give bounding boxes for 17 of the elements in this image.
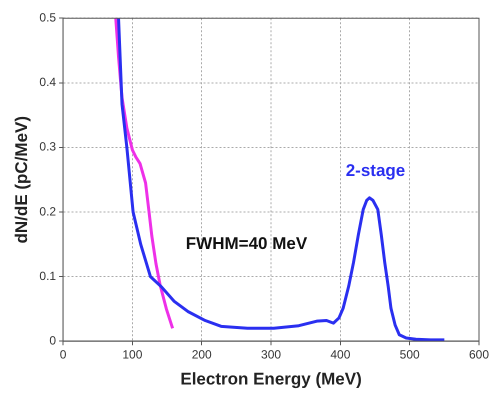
x-tick-label: 500: [400, 348, 420, 362]
x-tick-label: 0: [60, 348, 67, 362]
x-tick-label: 300: [261, 348, 282, 362]
annotation: FWHM=40 MeV: [186, 234, 308, 253]
y-tick-label: 0.3: [39, 140, 56, 154]
y-tick-label: 0.4: [39, 75, 56, 90]
y-tick-label: 0.5: [39, 10, 56, 25]
x-tick-label: 200: [192, 348, 212, 362]
y-tick-label: 0.1: [39, 268, 56, 283]
x-tick-label: 600: [468, 348, 490, 362]
series-label: 2-stage: [346, 160, 406, 180]
y-tick-label: 0: [49, 334, 56, 348]
x-tick-label: 400: [330, 348, 351, 362]
x-tick-label: 100: [122, 348, 143, 362]
y-tick-label: 0.2: [39, 204, 56, 218]
x-axis-title: Electron Energy (MeV): [180, 369, 362, 388]
y-axis-title: dN/dE (pC/MeV): [12, 116, 31, 244]
